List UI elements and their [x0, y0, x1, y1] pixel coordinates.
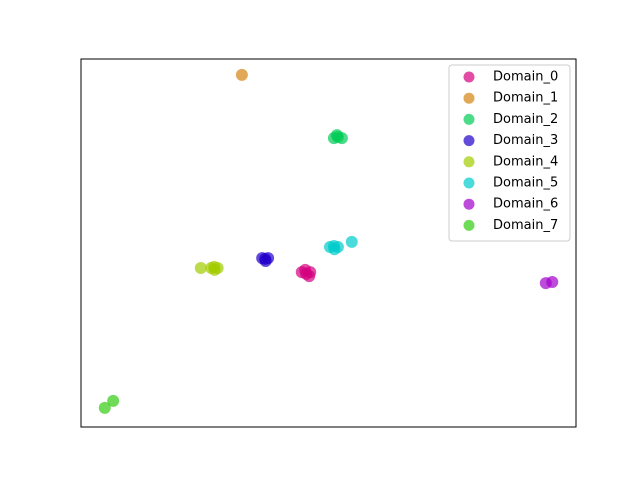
legend-label: Domain_4 — [493, 154, 558, 169]
point — [546, 276, 559, 289]
point — [259, 255, 272, 268]
point — [345, 235, 358, 248]
legend-marker — [463, 113, 475, 125]
legend-marker — [463, 71, 475, 83]
legend-label: Domain_2 — [493, 112, 558, 127]
legend-label: Domain_7 — [493, 218, 558, 233]
legend-marker — [463, 135, 475, 147]
legend-label: Domain_0 — [493, 70, 558, 85]
point — [330, 129, 343, 142]
legend-marker — [463, 198, 475, 210]
point — [208, 263, 221, 276]
legend-box — [448, 64, 571, 242]
point — [107, 394, 120, 407]
legend-marker — [463, 156, 475, 168]
point — [235, 68, 248, 81]
legend-label: Domain_5 — [493, 176, 558, 191]
legend-marker — [463, 92, 475, 104]
legend-label: Domain_6 — [493, 197, 558, 212]
legend-marker — [463, 219, 475, 231]
legend-label: Domain_3 — [493, 133, 558, 148]
point — [328, 243, 341, 256]
point — [98, 401, 111, 414]
legend-marker — [463, 177, 475, 189]
legend-label: Domain_1 — [493, 91, 558, 106]
point — [303, 270, 316, 283]
plot-frame — [80, 58, 577, 428]
point — [194, 262, 207, 275]
